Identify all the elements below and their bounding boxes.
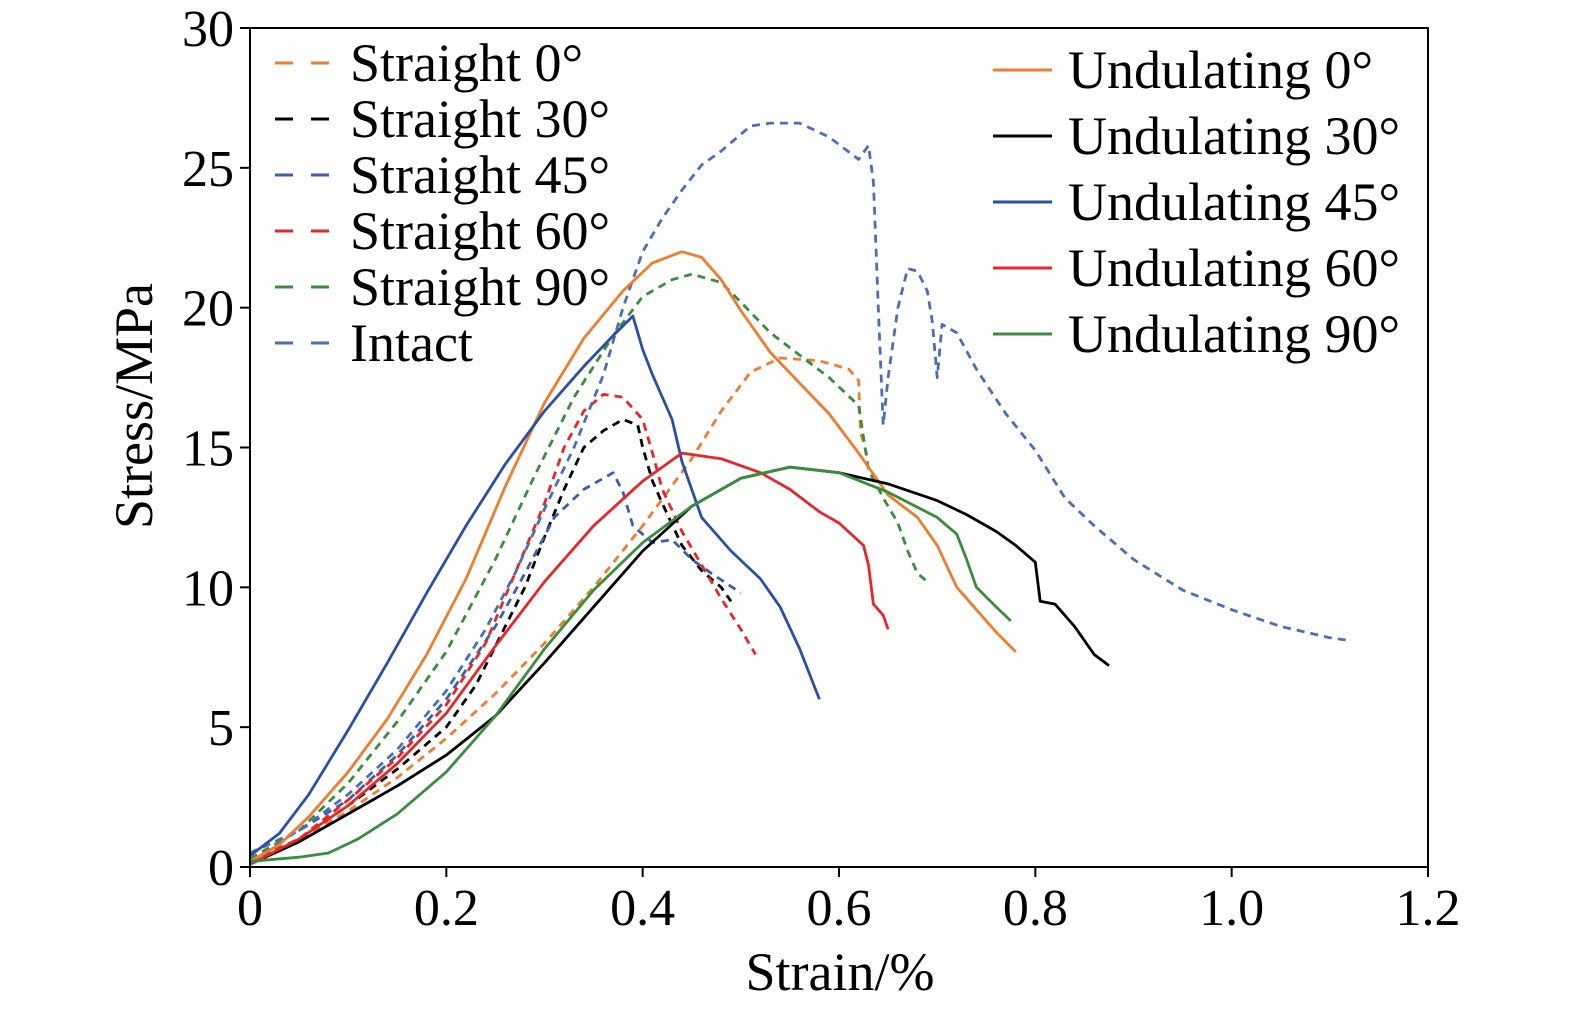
legend-label: Undulating 90°	[1068, 304, 1400, 364]
series-line-straight-0	[249, 356, 870, 863]
legend-label: Straight 60°	[350, 201, 610, 261]
y-tick-label: 30	[182, 1, 234, 58]
series-line-intact	[249, 121, 1350, 855]
series-line-straight-60	[249, 393, 757, 863]
legend-item-straight-90: Straight 90°	[275, 257, 610, 317]
legend-label: Straight 45°	[350, 145, 610, 205]
legend-item-undulating-60: Undulating 60°	[993, 238, 1400, 298]
series-line-straight-45	[249, 471, 742, 855]
series-line-undulating-60	[249, 451, 890, 866]
y-tick-label: 0	[208, 840, 234, 897]
y-tick-label: 25	[182, 141, 234, 198]
legend-label: Undulating 0°	[1068, 40, 1373, 100]
legend: Straight 0°Straight 30°Straight 45°Strai…	[275, 33, 1400, 373]
legend-label: Undulating 45°	[1068, 172, 1400, 232]
legend-label: Straight 0°	[350, 33, 583, 93]
legend-label: Undulating 30°	[1068, 106, 1400, 166]
legend-label: Straight 30°	[350, 89, 610, 149]
legend-item-straight-30: Straight 30°	[275, 89, 610, 149]
legend-item-straight-0: Straight 0°	[275, 33, 583, 93]
series-line-straight-30	[249, 418, 733, 863]
x-tick-label: 0.6	[807, 880, 872, 937]
legend-item-intact: Intact	[275, 313, 473, 373]
series-line-undulating-90	[249, 465, 1012, 863]
x-tick-label: 0.4	[610, 880, 675, 937]
y-tick-label: 10	[182, 560, 234, 617]
legend-label: Intact	[350, 313, 473, 373]
y-axis-label: Stress/MPa	[104, 283, 164, 529]
axis-ticks: 0 0.2 0.4 0.6 0.8 1.0 1.2 0 5 10 15 20 25 30	[182, 1, 1461, 937]
series-layer	[249, 121, 1350, 866]
x-tick-label: 0.2	[414, 880, 479, 937]
y-tick-label: 20	[182, 281, 234, 338]
x-tick-label: 0.8	[1003, 880, 1068, 937]
legend-label: Straight 90°	[350, 257, 610, 317]
legend-item-undulating-0: Undulating 0°	[993, 40, 1373, 100]
legend-item-undulating-30: Undulating 30°	[993, 106, 1400, 166]
series-line-undulating-30	[249, 465, 1110, 866]
legend-item-straight-60: Straight 60°	[275, 201, 610, 261]
x-tick-label: 1.2	[1396, 880, 1461, 937]
legend-item-undulating-45: Undulating 45°	[993, 172, 1400, 232]
legend-item-undulating-90: Undulating 90°	[993, 304, 1400, 364]
x-tick-label: 0	[237, 880, 263, 937]
y-tick-label: 5	[208, 700, 234, 757]
legend-label: Undulating 60°	[1068, 238, 1400, 298]
series-line-straight-90	[249, 272, 929, 860]
y-tick-label: 15	[182, 421, 234, 478]
x-tick-label: 1.0	[1199, 880, 1264, 937]
x-axis-label: Strain/%	[746, 942, 935, 1002]
series-line-undulating-0	[249, 250, 1017, 863]
legend-item-straight-45: Straight 45°	[275, 145, 610, 205]
series-line-undulating-45	[249, 314, 821, 857]
